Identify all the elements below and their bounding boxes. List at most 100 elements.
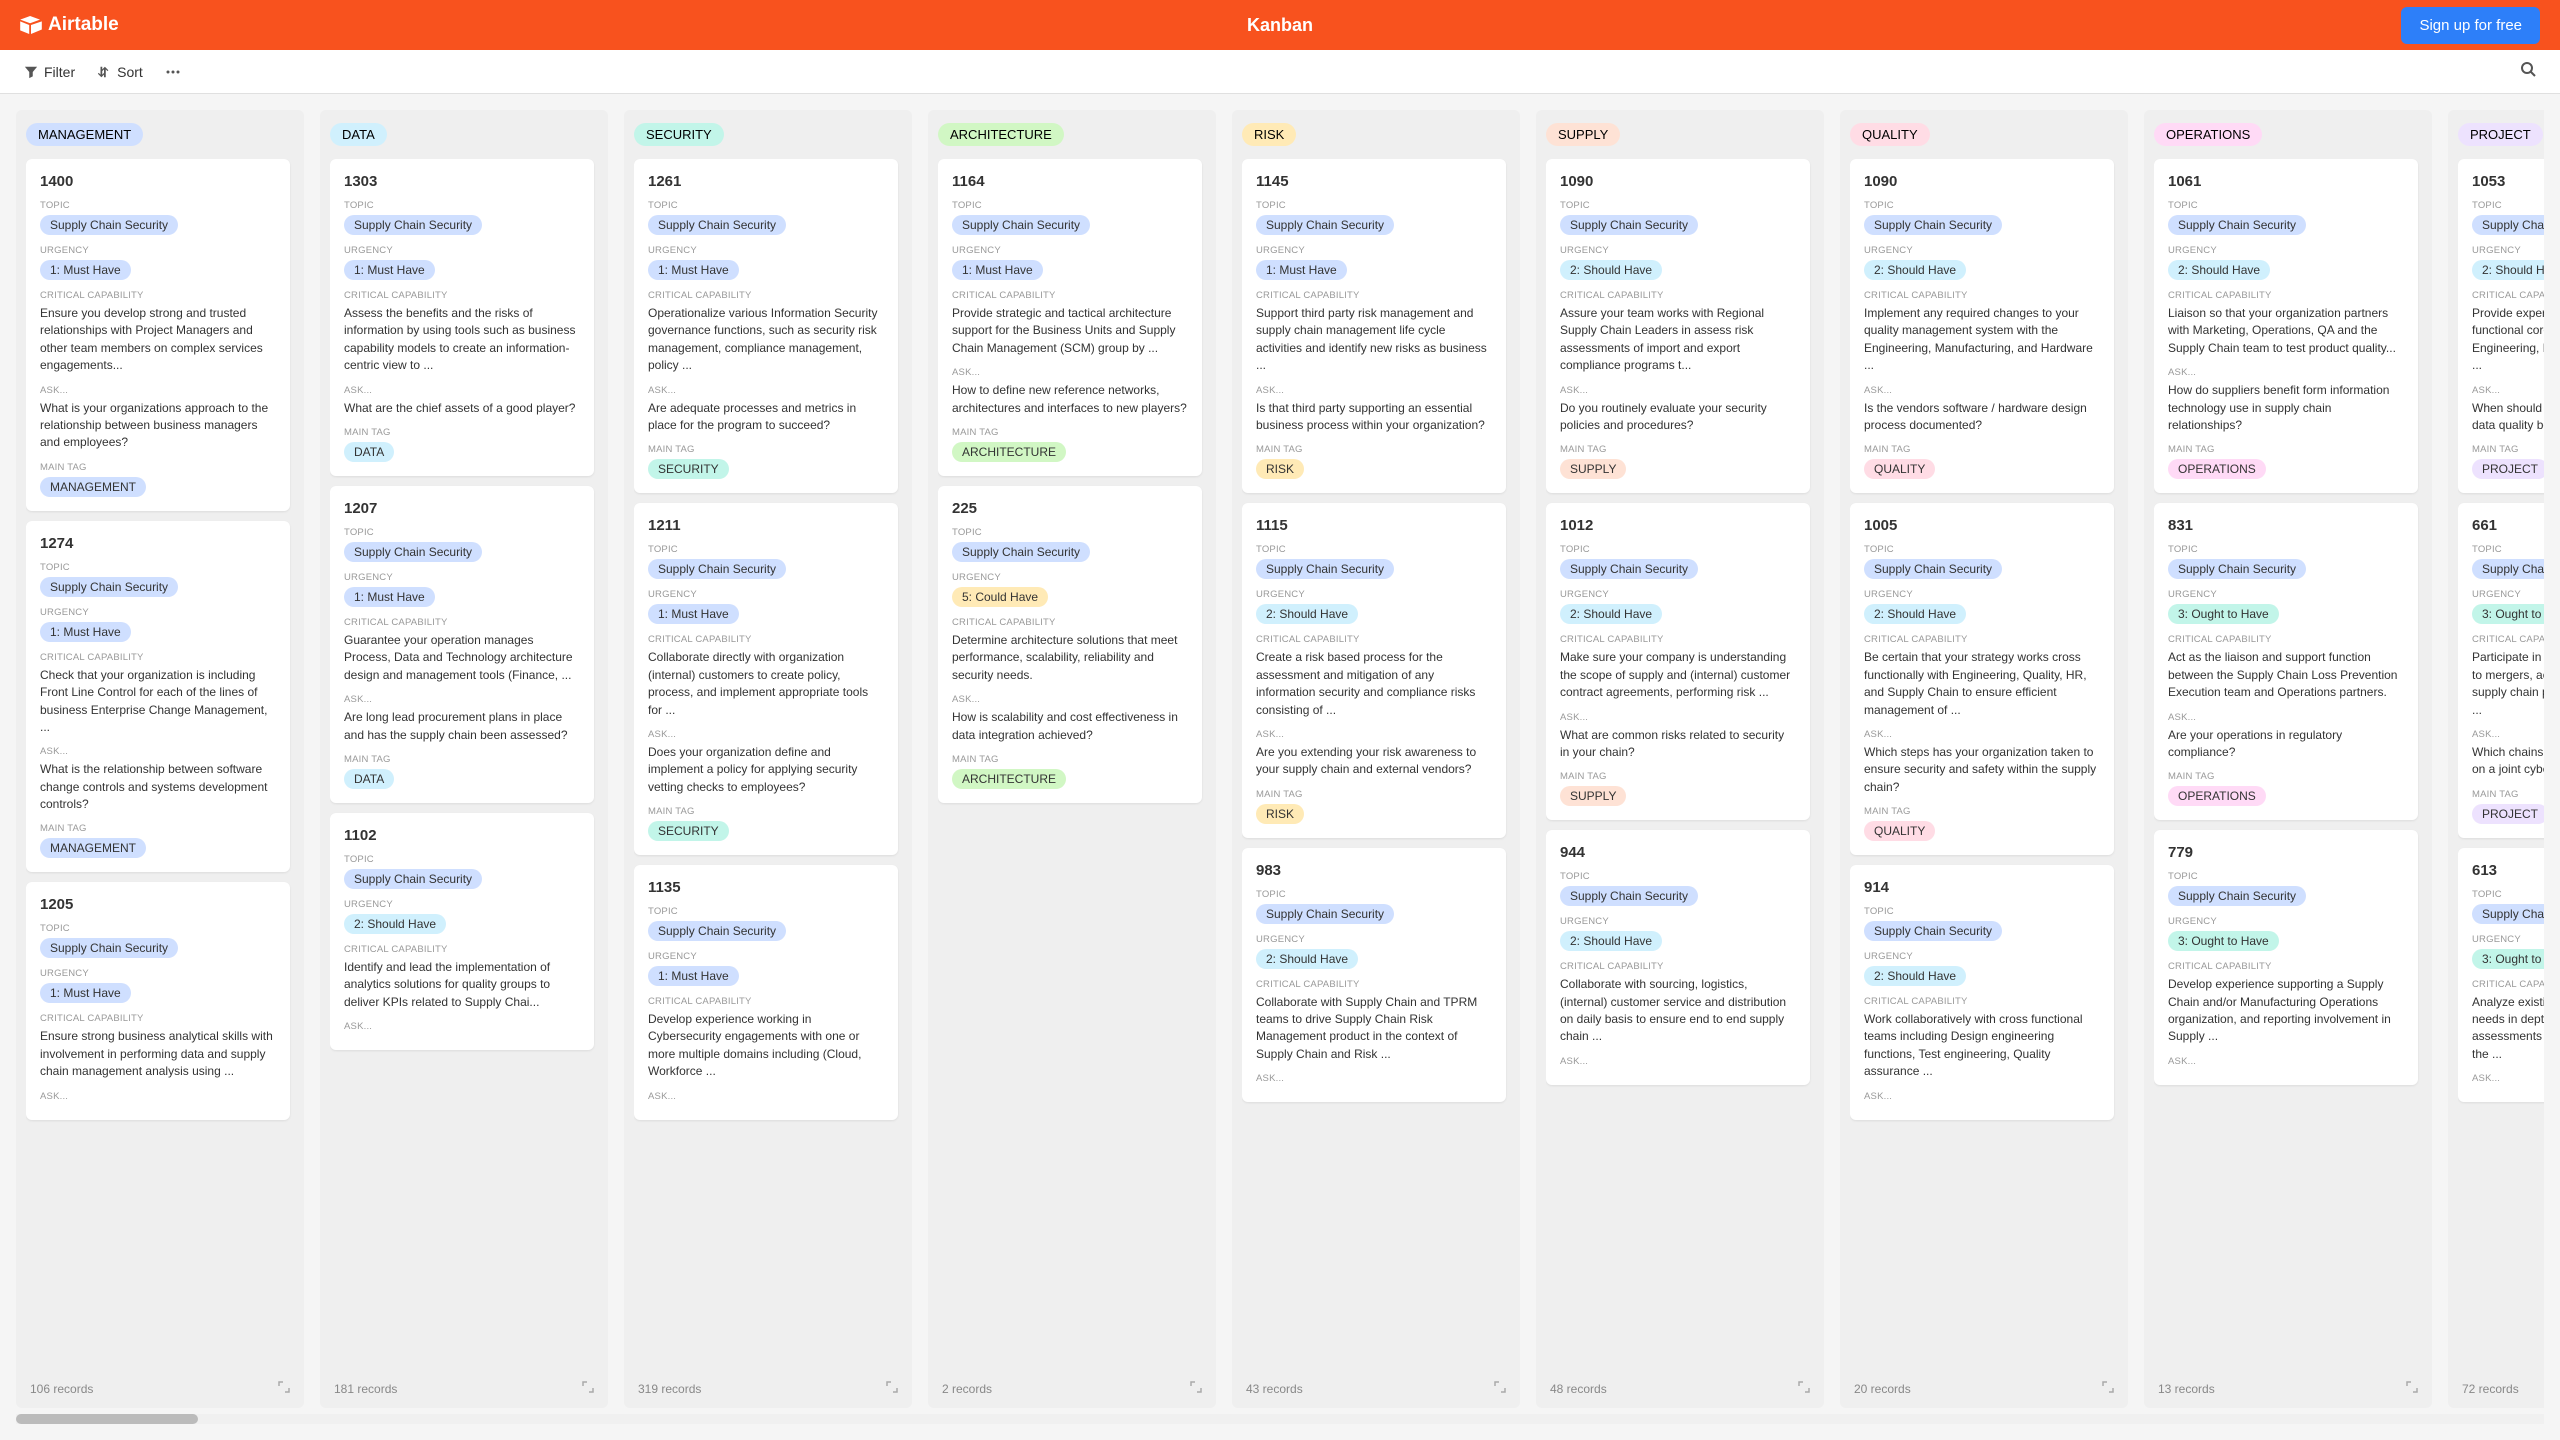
search-button[interactable] <box>2520 61 2536 82</box>
field-label: MAIN TAG <box>648 806 884 817</box>
field-label: CRITICAL CAPABILITY <box>952 617 1188 628</box>
signup-button[interactable]: Sign up for free <box>2401 7 2540 44</box>
field-label: CRITICAL CAPABILITY <box>1256 634 1492 645</box>
kanban-card[interactable]: 1053TOPICSupply Chain SecurityURGENCY2: … <box>2458 159 2544 493</box>
kanban-card[interactable]: 1303TOPICSupply Chain SecurityURGENCY1: … <box>330 159 594 476</box>
topic-pill: Supply Chain Security <box>648 215 786 235</box>
column-header: MANAGEMENT <box>26 120 294 149</box>
filter-icon <box>24 65 38 79</box>
column-tag-pill[interactable]: SECURITY <box>634 123 724 146</box>
topic-pill: Supply Chain Security <box>40 938 178 958</box>
field-label: CRITICAL CAPABILITY <box>40 652 276 663</box>
kanban-card[interactable]: 1115TOPICSupply Chain SecurityURGENCY2: … <box>1242 503 1506 837</box>
more-button[interactable] <box>165 64 181 80</box>
kanban-card[interactable]: 1400TOPICSupply Chain SecurityURGENCY1: … <box>26 159 290 511</box>
record-count: 2 records <box>942 1382 992 1396</box>
expand-icon[interactable] <box>278 1381 290 1396</box>
kanban-card[interactable]: 1207TOPICSupply Chain SecurityURGENCY1: … <box>330 486 594 803</box>
kanban-card[interactable]: 1061TOPICSupply Chain SecurityURGENCY2: … <box>2154 159 2418 493</box>
kanban-card[interactable]: 1005TOPICSupply Chain SecurityURGENCY2: … <box>1850 503 2114 855</box>
cards-scroll[interactable]: 1145TOPICSupply Chain SecurityURGENCY1: … <box>1242 159 1510 1373</box>
field-label: ASK... <box>2168 367 2404 378</box>
kanban-card[interactable]: 1135TOPICSupply Chain SecurityURGENCY1: … <box>634 865 898 1120</box>
field-label: TOPIC <box>1864 906 2100 917</box>
cards-scroll[interactable]: 1261TOPICSupply Chain SecurityURGENCY1: … <box>634 159 902 1373</box>
kanban-column: OPERATIONS 1061TOPICSupply Chain Security… <box>2144 110 2432 1408</box>
kanban-card[interactable]: 1205TOPICSupply Chain SecurityURGENCY1: … <box>26 882 290 1119</box>
expand-icon[interactable] <box>1190 1381 1202 1396</box>
field-label: TOPIC <box>2168 871 2404 882</box>
cards-scroll[interactable]: 1400TOPICSupply Chain SecurityURGENCY1: … <box>26 159 294 1373</box>
expand-icon[interactable] <box>582 1381 594 1396</box>
field-label: URGENCY <box>648 245 884 256</box>
column-tag-pill[interactable]: OPERATIONS <box>2154 123 2262 146</box>
column-tag-pill[interactable]: ARCHITECTURE <box>938 123 1064 146</box>
kanban-card[interactable]: 944TOPICSupply Chain SecurityURGENCY2: S… <box>1546 830 1810 1085</box>
kanban-card[interactable]: 1274TOPICSupply Chain SecurityURGENCY1: … <box>26 521 290 873</box>
kanban-card[interactable]: 779TOPICSupply Chain SecurityURGENCY3: O… <box>2154 830 2418 1085</box>
expand-icon[interactable] <box>1798 1381 1810 1396</box>
expand-icon[interactable] <box>886 1381 898 1396</box>
field-label: ASK... <box>1560 385 1796 396</box>
expand-icon[interactable] <box>2102 1381 2114 1396</box>
kanban-card[interactable]: 1102TOPICSupply Chain SecurityURGENCY2: … <box>330 813 594 1050</box>
kanban-card[interactable]: 1211TOPICSupply Chain SecurityURGENCY1: … <box>634 503 898 855</box>
cards-scroll[interactable]: 1053TOPICSupply Chain SecurityURGENCY2: … <box>2458 159 2544 1373</box>
record-count: 20 records <box>1854 1382 1911 1396</box>
column-footer: 20 records <box>1850 1373 2118 1398</box>
kanban-card[interactable]: 1261TOPICSupply Chain SecurityURGENCY1: … <box>634 159 898 493</box>
kanban-card[interactable]: 1090TOPICSupply Chain SecurityURGENCY2: … <box>1850 159 2114 493</box>
kanban-card[interactable]: 1145TOPICSupply Chain SecurityURGENCY1: … <box>1242 159 1506 493</box>
field-label: URGENCY <box>1560 589 1796 600</box>
kanban-card[interactable]: 983TOPICSupply Chain SecurityURGENCY2: S… <box>1242 848 1506 1103</box>
field-label: MAIN TAG <box>344 754 580 765</box>
column-tag-pill[interactable]: PROJECT <box>2458 123 2543 146</box>
field-label: MAIN TAG <box>648 444 884 455</box>
column-footer: 106 records <box>26 1373 294 1398</box>
cards-scroll[interactable]: 1061TOPICSupply Chain SecurityURGENCY2: … <box>2154 159 2422 1373</box>
column-tag-pill[interactable]: SUPPLY <box>1546 123 1620 146</box>
sort-button[interactable]: Sort <box>97 64 143 80</box>
field-label: CRITICAL CAPABILITY <box>952 290 1188 301</box>
urgency-pill: 1: Must Have <box>344 587 435 607</box>
filter-button[interactable]: Filter <box>24 64 75 80</box>
logo[interactable]: Airtable <box>20 14 119 36</box>
kanban-card[interactable]: 1164TOPICSupply Chain SecurityURGENCY1: … <box>938 159 1202 476</box>
field-label: MAIN TAG <box>1864 444 2100 455</box>
field-label: CRITICAL CAPABILITY <box>344 944 580 955</box>
column-tag-pill[interactable]: DATA <box>330 123 387 146</box>
expand-icon[interactable] <box>1494 1381 1506 1396</box>
ask-text: Do you routinely evaluate your security … <box>1560 400 1796 435</box>
kanban-card[interactable]: 661TOPICSupply Chain SecurityURGENCY3: O… <box>2458 503 2544 837</box>
expand-icon[interactable] <box>2406 1381 2418 1396</box>
kanban-card[interactable]: 1012TOPICSupply Chain SecurityURGENCY2: … <box>1546 503 1810 820</box>
urgency-pill: 1: Must Have <box>648 966 739 986</box>
cards-scroll[interactable]: 1303TOPICSupply Chain SecurityURGENCY1: … <box>330 159 598 1373</box>
capability-text: Check that your organization is includin… <box>40 667 276 737</box>
main-tag-pill: MANAGEMENT <box>40 477 146 497</box>
column-header: PROJECT <box>2458 120 2544 149</box>
field-label: CRITICAL CAPABILITY <box>1864 996 2100 1007</box>
kanban-card[interactable]: 914TOPICSupply Chain SecurityURGENCY2: S… <box>1850 865 2114 1120</box>
horizontal-scrollbar[interactable] <box>16 1414 2544 1424</box>
kanban-card[interactable]: 225TOPICSupply Chain SecurityURGENCY5: C… <box>938 486 1202 803</box>
column-tag-pill[interactable]: QUALITY <box>1850 123 1930 146</box>
kanban-card[interactable]: 831TOPICSupply Chain SecurityURGENCY3: O… <box>2154 503 2418 820</box>
field-label: CRITICAL CAPABILITY <box>2168 961 2404 972</box>
cards-scroll[interactable]: 1090TOPICSupply Chain SecurityURGENCY2: … <box>1546 159 1814 1373</box>
card-id: 1005 <box>1864 517 2100 534</box>
column-tag-pill[interactable]: MANAGEMENT <box>26 123 143 146</box>
field-label: CRITICAL CAPABILITY <box>648 634 884 645</box>
field-label: ASK... <box>40 1091 276 1102</box>
ask-text: Is the vendors software / hardware desig… <box>1864 400 2100 435</box>
kanban-card[interactable]: 613TOPICSupply Chain SecurityURGENCY3: O… <box>2458 848 2544 1103</box>
field-label: ASK... <box>2168 712 2404 723</box>
card-id: 1012 <box>1560 517 1796 534</box>
column-tag-pill[interactable]: RISK <box>1242 123 1296 146</box>
horizontal-scrollbar-thumb[interactable] <box>16 1414 198 1424</box>
field-label: TOPIC <box>1864 200 2100 211</box>
kanban-card[interactable]: 1090TOPICSupply Chain SecurityURGENCY2: … <box>1546 159 1810 493</box>
cards-scroll[interactable]: 1090TOPICSupply Chain SecurityURGENCY2: … <box>1850 159 2118 1373</box>
cards-scroll[interactable]: 1164TOPICSupply Chain SecurityURGENCY1: … <box>938 159 1206 1373</box>
capability-text: Participate in due diligence reviews rel… <box>2472 649 2544 719</box>
